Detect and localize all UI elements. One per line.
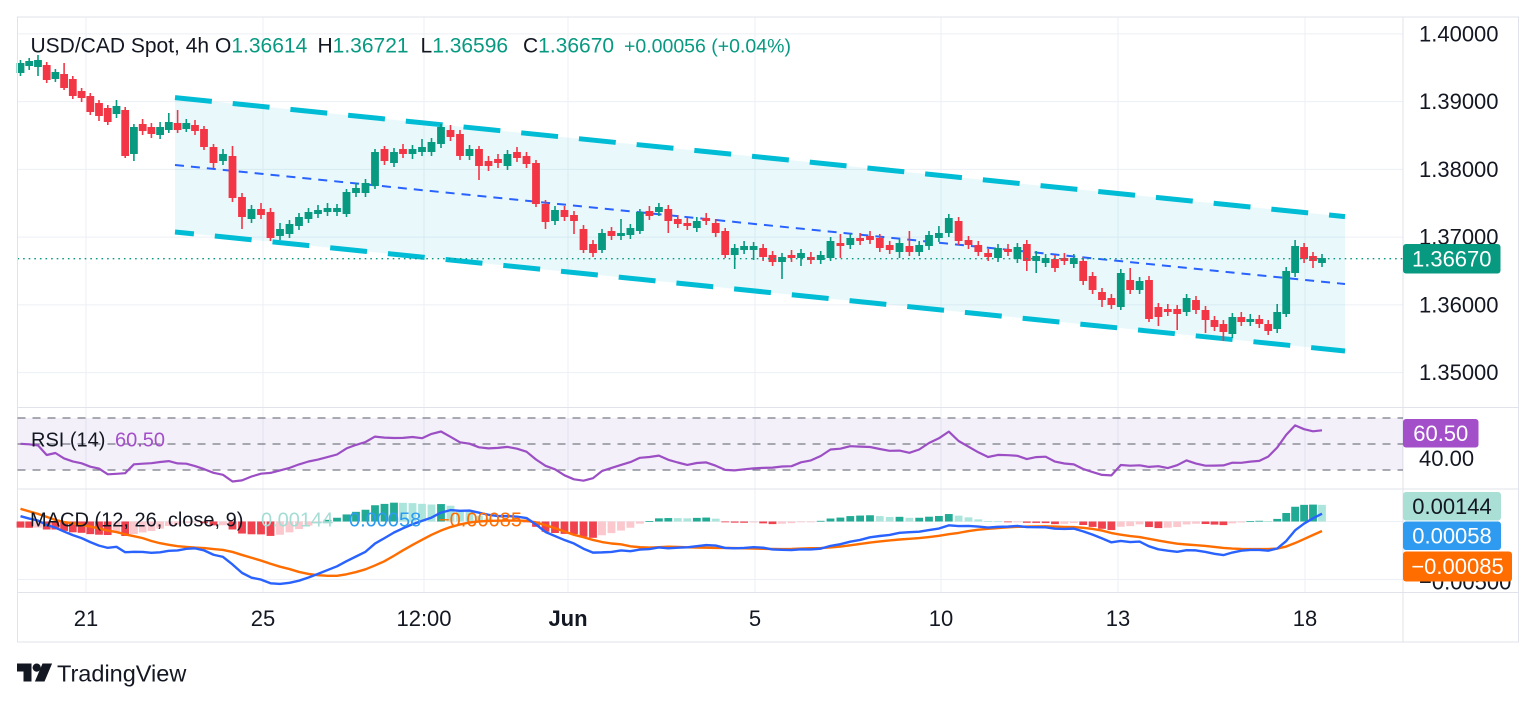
svg-text:60.50: 60.50	[1413, 421, 1468, 446]
svg-text:21: 21	[74, 606, 98, 631]
svg-text:13: 13	[1106, 606, 1130, 631]
svg-text:10: 10	[929, 606, 953, 631]
svg-text:Jun: Jun	[548, 606, 587, 631]
svg-text:USD/CAD Spot, 4h: USD/CAD Spot, 4h	[31, 35, 210, 58]
svg-text:O1.36614: O1.36614	[215, 35, 308, 58]
svg-text:−0.00085: −0.00085	[438, 510, 522, 532]
svg-text:12:00: 12:00	[396, 606, 451, 631]
svg-text:+0.00056 (+0.04%): +0.00056 (+0.04%)	[624, 36, 791, 58]
svg-text:1.38000: 1.38000	[1419, 157, 1499, 182]
svg-text:18: 18	[1293, 606, 1317, 631]
svg-text:TradingView: TradingView	[57, 661, 187, 687]
svg-text:1.36670: 1.36670	[1412, 246, 1492, 271]
svg-text:L1.36596: L1.36596	[421, 35, 509, 58]
svg-text:0.00058: 0.00058	[1412, 523, 1492, 548]
svg-text:H1.36721: H1.36721	[318, 35, 409, 58]
svg-text:1.40000: 1.40000	[1419, 21, 1499, 46]
svg-text:−0.00085: −0.00085	[1411, 554, 1503, 579]
svg-text:C1.36670: C1.36670	[523, 35, 614, 58]
svg-text:1.35000: 1.35000	[1419, 360, 1499, 385]
svg-text:5: 5	[749, 606, 761, 631]
svg-text:40.00: 40.00	[1419, 446, 1474, 471]
svg-text:25: 25	[251, 606, 275, 631]
svg-text:0.00144: 0.00144	[1412, 494, 1492, 519]
svg-text:0.00058: 0.00058	[349, 510, 421, 532]
svg-text:RSI (14): RSI (14)	[31, 430, 105, 452]
svg-text:1.39000: 1.39000	[1419, 89, 1499, 114]
svg-text:60.50: 60.50	[115, 430, 165, 452]
svg-text:1.36000: 1.36000	[1419, 292, 1499, 317]
svg-text:MACD (12, 26, close, 9): MACD (12, 26, close, 9)	[30, 510, 243, 532]
svg-text:0.00144: 0.00144	[261, 510, 333, 532]
